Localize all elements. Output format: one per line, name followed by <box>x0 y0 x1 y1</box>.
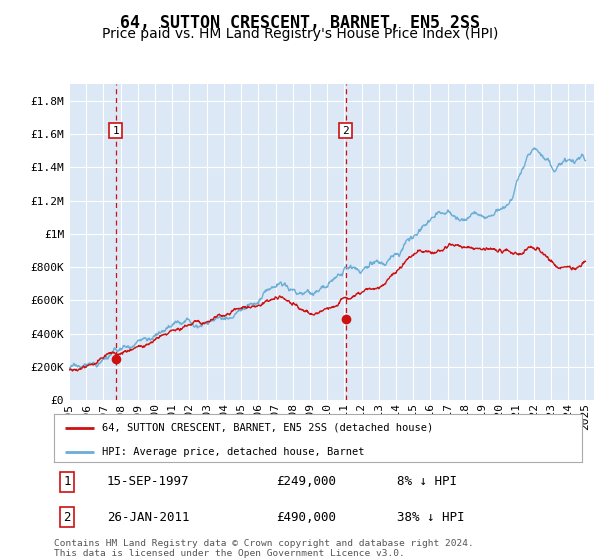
Text: 26-JAN-2011: 26-JAN-2011 <box>107 511 190 524</box>
Text: Contains HM Land Registry data © Crown copyright and database right 2024.
This d: Contains HM Land Registry data © Crown c… <box>54 539 474 558</box>
Text: 2: 2 <box>342 125 349 136</box>
Text: 15-SEP-1997: 15-SEP-1997 <box>107 475 190 488</box>
Text: 64, SUTTON CRESCENT, BARNET, EN5 2SS: 64, SUTTON CRESCENT, BARNET, EN5 2SS <box>120 14 480 32</box>
Text: HPI: Average price, detached house, Barnet: HPI: Average price, detached house, Barn… <box>101 446 364 456</box>
Text: 1: 1 <box>64 475 71 488</box>
Text: 8% ↓ HPI: 8% ↓ HPI <box>397 475 457 488</box>
Text: 38% ↓ HPI: 38% ↓ HPI <box>397 511 465 524</box>
Text: 2: 2 <box>64 511 71 524</box>
Text: Price paid vs. HM Land Registry's House Price Index (HPI): Price paid vs. HM Land Registry's House … <box>102 27 498 41</box>
Text: 1: 1 <box>112 125 119 136</box>
Text: £249,000: £249,000 <box>276 475 336 488</box>
Text: 64, SUTTON CRESCENT, BARNET, EN5 2SS (detached house): 64, SUTTON CRESCENT, BARNET, EN5 2SS (de… <box>101 423 433 433</box>
Text: £490,000: £490,000 <box>276 511 336 524</box>
